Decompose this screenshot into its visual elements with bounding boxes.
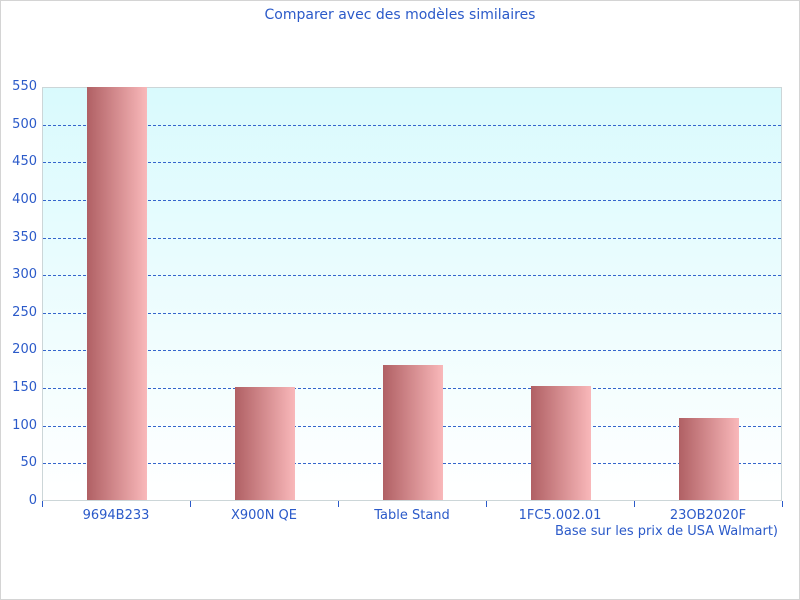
gridline-500 [43,124,781,126]
footnote: Base sur les prix de USA Walmart) [555,524,778,539]
y-tick-label-0: 0 [28,493,37,508]
x-axis-tick-marks [1,501,799,507]
bar-X900N QE [235,387,295,500]
x-tick-mark-1 [190,501,191,507]
y-tick-label-450: 450 [12,154,37,170]
y-tick-label-50: 50 [20,455,37,471]
x-tick-mark-4 [634,501,635,507]
x-tick-label-X900N QE: X900N QE [230,508,298,523]
x-tick-mark-2 [338,501,339,507]
x-axis-labels: 9694B233 X900N QE Table Stand 1FC5.002.01 23… [1,508,799,526]
gridline-400 [43,199,781,201]
x-tick-label-1FC5.002.01: 1FC5.002.01 [518,508,602,523]
y-tick-label-400: 400 [12,191,37,207]
bar-9694B233 [87,86,147,500]
gridline-300 [43,275,781,277]
gridline-450 [43,162,781,164]
y-axis-labels: 0 50 100 150 200 250 300 350 400 450 500 550 [1,1,37,599]
y-tick-label-200: 200 [12,342,37,358]
x-tick-label-Table Stand: Table Stand [374,508,450,523]
x-tick-mark-5 [782,501,783,507]
y-tick-label-150: 150 [12,380,37,396]
y-tick-label-300: 300 [12,267,37,283]
gridline-350 [43,237,781,239]
y-tick-label-100: 100 [12,417,37,433]
x-tick-label-23OB2020F: 23OB2020F [669,508,747,523]
bar-23OB2020F [679,417,739,500]
y-tick-label-500: 500 [12,116,37,132]
x-tick-mark-3 [486,501,487,507]
bar-Table Stand [383,364,443,500]
bar-1FC5.002.01 [531,385,591,500]
gridline-200 [43,350,781,352]
y-tick-label-250: 250 [12,304,37,320]
y-tick-label-550: 550 [12,79,37,94]
gridline-250 [43,312,781,314]
plot-area [42,86,782,501]
x-tick-label-9694B233: 9694B233 [82,508,150,523]
chart-title: Comparer avec des modèles similaires [264,7,536,23]
x-tick-mark-0 [42,501,43,507]
y-tick-label-350: 350 [12,229,37,245]
